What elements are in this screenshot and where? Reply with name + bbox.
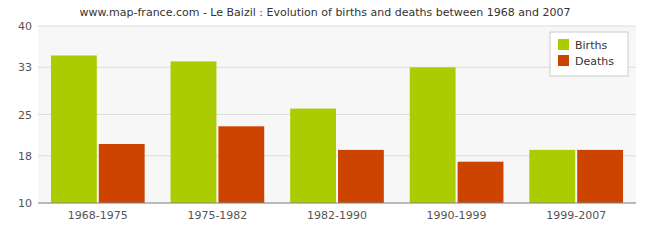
- bar: [218, 126, 264, 203]
- y-tick-label: 18: [18, 150, 32, 163]
- legend-frame: [550, 32, 628, 76]
- y-tick-label: 40: [18, 20, 32, 33]
- bar: [171, 61, 217, 203]
- bar: [458, 162, 504, 203]
- legend-label: Deaths: [575, 55, 614, 68]
- x-tick-label: 1982-1990: [307, 209, 367, 222]
- bar: [51, 56, 97, 204]
- x-tick-label: 1999-2007: [546, 209, 606, 222]
- bar: [290, 109, 336, 203]
- grid-line: [38, 203, 636, 204]
- bar: [99, 144, 145, 203]
- title: www.map-france.com - Le Baizil : Evoluti…: [80, 6, 571, 19]
- legend-label: Births: [575, 39, 607, 52]
- bar: [577, 150, 623, 203]
- y-tick-label: 25: [18, 109, 32, 122]
- y-tick-label: 10: [18, 197, 32, 210]
- x-axis: [38, 203, 636, 204]
- chart-container: www.map-france.com - Le Baizil : Evoluti…: [0, 0, 650, 229]
- legend-swatch: [558, 55, 569, 66]
- x-tick-label: 1975-1982: [187, 209, 247, 222]
- legend-swatch: [558, 39, 569, 50]
- grid: [38, 26, 636, 203]
- grid-line: [38, 26, 636, 27]
- bar: [529, 150, 575, 203]
- grid-line: [38, 67, 636, 68]
- x-tick-label: 1990-1999: [427, 209, 487, 222]
- y-tick-label: 33: [18, 61, 32, 74]
- chart: www.map-france.com - Le Baizil : Evoluti…: [0, 0, 650, 229]
- plot-area: [38, 26, 636, 203]
- bar: [338, 150, 384, 203]
- grid-line: [38, 114, 636, 115]
- x-tick-label: 1968-1975: [68, 209, 128, 222]
- legend: Births Deaths: [550, 32, 628, 76]
- bar: [410, 67, 456, 203]
- bars: [51, 56, 623, 204]
